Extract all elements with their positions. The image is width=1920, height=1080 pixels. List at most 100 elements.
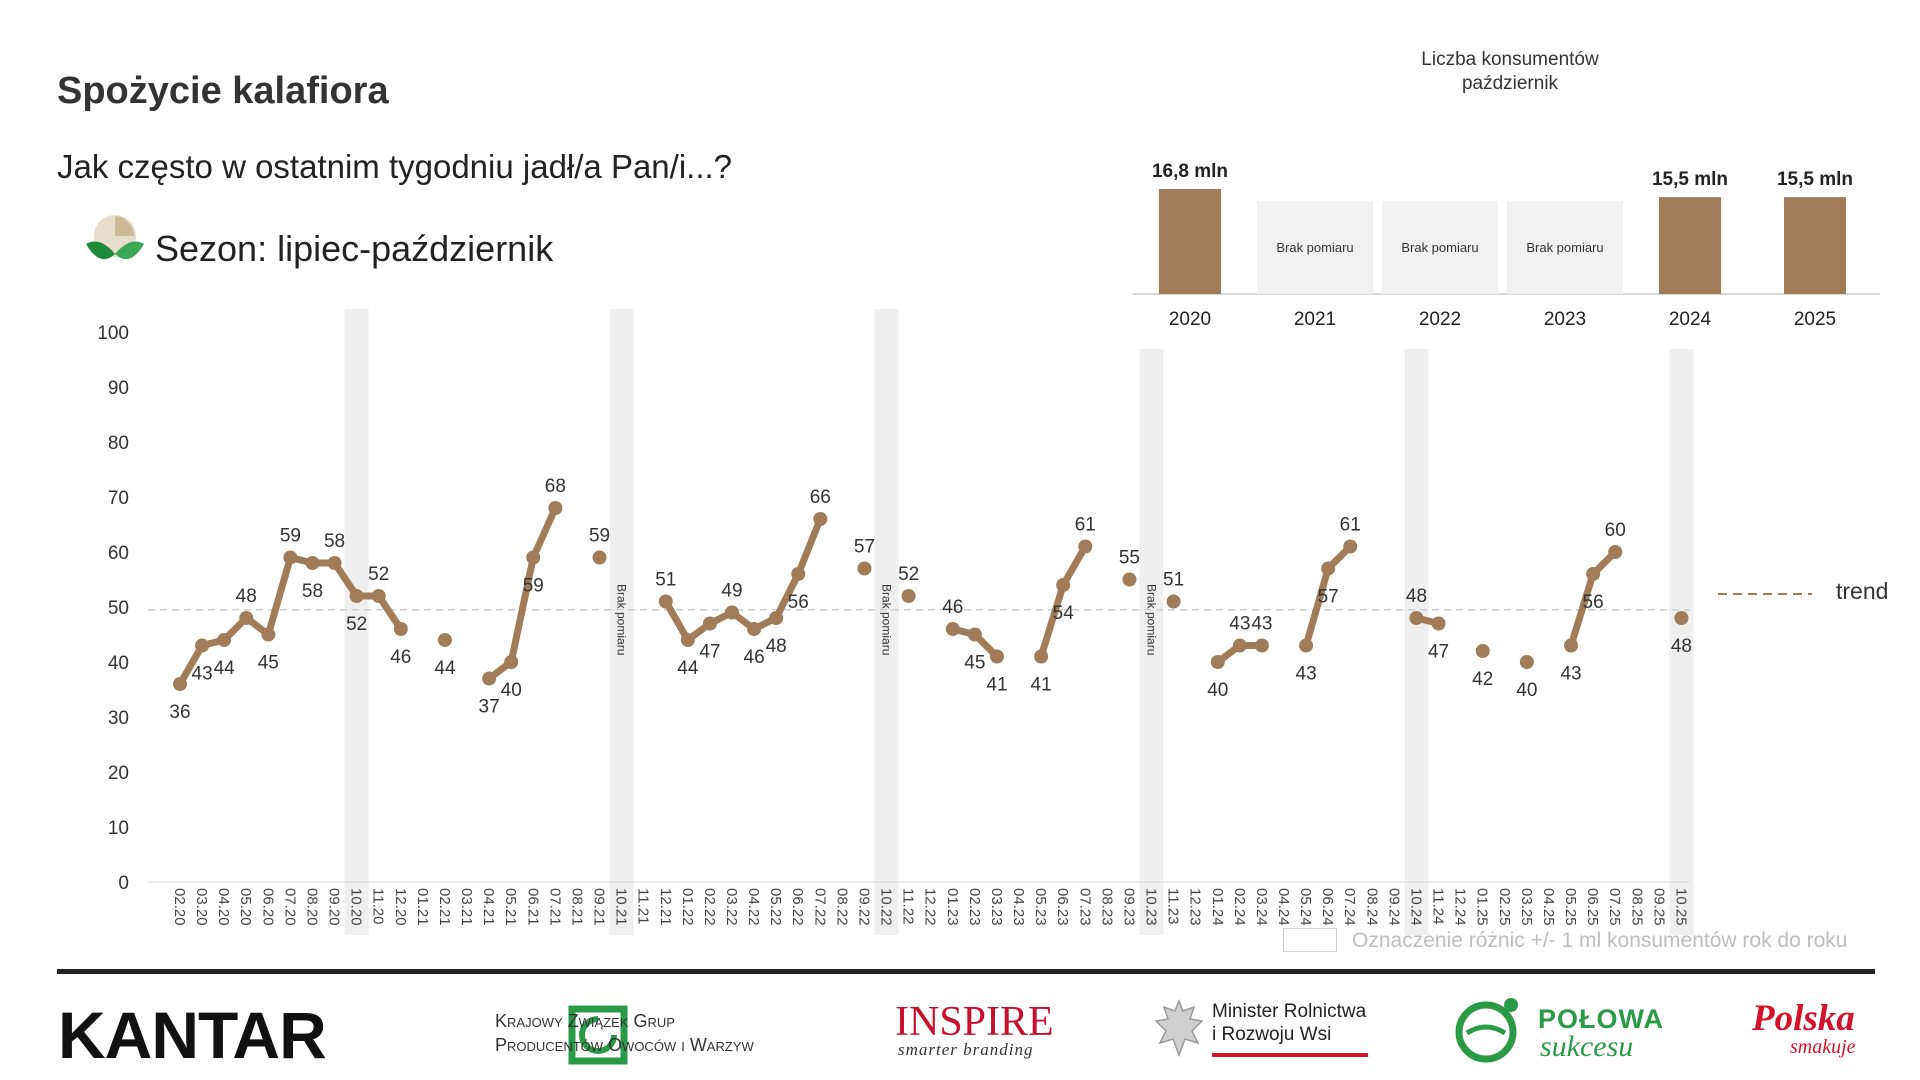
data-point [1674, 611, 1689, 625]
note-swatch [1283, 928, 1337, 952]
data-label: 57 [1318, 587, 1339, 608]
data-point [482, 671, 497, 686]
x-tick-label: 02.22 [701, 888, 718, 926]
x-tick-label: 05.21 [502, 888, 519, 926]
x-tick-label: 09.22 [855, 888, 872, 926]
data-point [945, 622, 960, 636]
x-tick-label: 02.21 [436, 888, 453, 926]
y-tick-label: 70 [108, 488, 129, 509]
minister-logo-text: Minister Rolnictwa i Rozwoju Wsi [1212, 1000, 1366, 1046]
consumers-bar-label: 16,8 mln [1152, 161, 1228, 182]
y-tick-label: 20 [108, 763, 129, 784]
kantar-logo: KANTAR [58, 998, 327, 1072]
data-point [1343, 539, 1358, 554]
data-label: 56 [788, 592, 809, 613]
data-point [1299, 638, 1314, 653]
kzg-logo-icon [568, 1005, 628, 1065]
data-label: 46 [744, 647, 765, 668]
polska-smakuje-logo-sub: smakuje [1790, 1036, 1856, 1058]
x-tick-label: 01.21 [414, 888, 431, 926]
x-tick-label: 09.25 [1650, 888, 1667, 926]
series-segment [507, 554, 537, 666]
series-segment [176, 642, 206, 688]
polowa-logo-icon [1455, 998, 1518, 1063]
data-label: 66 [810, 487, 831, 508]
data-label: 61 [1340, 515, 1361, 536]
data-point [1034, 649, 1049, 664]
inspire-logo-sub: smarter branding [898, 1040, 1034, 1059]
consumers-title-line1: Liczba konsumentów [1421, 49, 1599, 70]
consumers-year-label: 2020 [1169, 309, 1211, 330]
footer-divider [57, 969, 1875, 974]
data-label: 52 [368, 564, 389, 585]
x-tick-label: 05.23 [1032, 888, 1049, 926]
consumers-year-label: 2025 [1794, 309, 1836, 330]
data-point [1254, 638, 1269, 653]
x-tick-label: 08.24 [1363, 888, 1380, 926]
data-label: 42 [1472, 669, 1493, 690]
y-tick-label: 10 [108, 818, 129, 839]
data-point [173, 677, 187, 691]
data-label: 68 [545, 476, 566, 497]
minister-line1: Minister Rolnictwa [1212, 1001, 1367, 1022]
x-tick-label: 06.25 [1584, 888, 1601, 926]
data-point [989, 649, 1004, 664]
data-point [1409, 611, 1424, 625]
x-tick-label: 07.21 [546, 888, 563, 926]
data-point [1431, 616, 1446, 631]
series-segment [794, 515, 824, 578]
note-label: Oznaczenie różnic +/- 1 ml konsumentów r… [1352, 929, 1848, 952]
missing-measurement-label: Brak pomiaru [1145, 584, 1159, 655]
data-label: 45 [258, 653, 279, 674]
series-line [173, 501, 1689, 691]
page-title: Spożycie kalafiora [57, 70, 389, 112]
data-label: 51 [1163, 570, 1184, 591]
missing-measurement-label: Brak pomiaru [880, 584, 894, 655]
data-label: 48 [236, 586, 257, 607]
x-tick-label: 11.22 [900, 888, 917, 924]
data-point [327, 556, 342, 570]
x-tick-label: 10.22 [878, 888, 895, 926]
x-tick-label: 05.24 [1297, 888, 1314, 926]
x-tick-label: 04.22 [745, 888, 762, 926]
data-label: 43 [1251, 614, 1272, 635]
missing-measurement-label: Brak pomiaru [615, 584, 629, 655]
cauliflower-icon [86, 215, 144, 260]
data-label: 36 [169, 702, 190, 723]
data-point [504, 655, 519, 669]
x-tick-label: 03.22 [723, 888, 740, 926]
y-tick-label: 30 [108, 708, 129, 729]
data-point [239, 611, 254, 625]
consumers-year-label: 2021 [1294, 309, 1336, 330]
series-segment [772, 570, 802, 622]
data-label: 43 [1229, 614, 1250, 635]
x-tick-label: 05.25 [1562, 888, 1579, 926]
consumers-year-label: 2023 [1544, 309, 1586, 330]
x-tick-label: 08.23 [1098, 888, 1115, 926]
series-segment [264, 554, 294, 638]
x-tick-label: 02.25 [1496, 888, 1513, 926]
series-segment [1059, 543, 1089, 589]
missing-bar-label: Brak pomiaru [1276, 240, 1353, 255]
data-label: 47 [699, 642, 720, 663]
data-point [769, 611, 784, 625]
x-tick-label: 06.24 [1319, 888, 1336, 926]
data-label: 46 [942, 597, 963, 618]
data-label: 59 [589, 526, 610, 547]
data-point [747, 622, 762, 636]
data-point [967, 627, 982, 642]
data-point [1122, 572, 1137, 587]
data-label: 52 [898, 564, 919, 585]
polska-smakuje-logo: Polska [1752, 998, 1855, 1039]
x-tick-label: 09.21 [591, 888, 608, 926]
data-point [349, 589, 364, 603]
data-label: 46 [390, 647, 411, 668]
x-tick-label: 12.23 [1187, 888, 1204, 926]
data-label: 44 [677, 658, 699, 679]
x-tick-label: 09.23 [1120, 888, 1137, 926]
x-tick-label: 03.21 [458, 888, 475, 926]
consumers-title-line2: październik [1461, 73, 1559, 94]
data-point [1564, 638, 1579, 653]
data-label: 58 [302, 581, 323, 602]
